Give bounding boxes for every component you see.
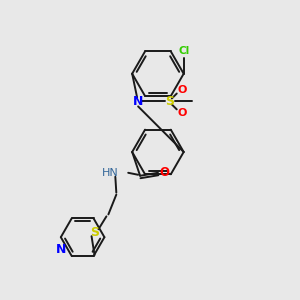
Text: N: N — [56, 243, 66, 256]
Text: HN: HN — [101, 168, 118, 178]
Text: O: O — [177, 85, 186, 94]
Text: Cl: Cl — [178, 46, 189, 56]
Text: S: S — [165, 95, 174, 108]
Text: N: N — [133, 95, 143, 108]
Text: S: S — [90, 226, 99, 239]
Text: O: O — [177, 108, 186, 118]
Text: O: O — [160, 166, 170, 179]
